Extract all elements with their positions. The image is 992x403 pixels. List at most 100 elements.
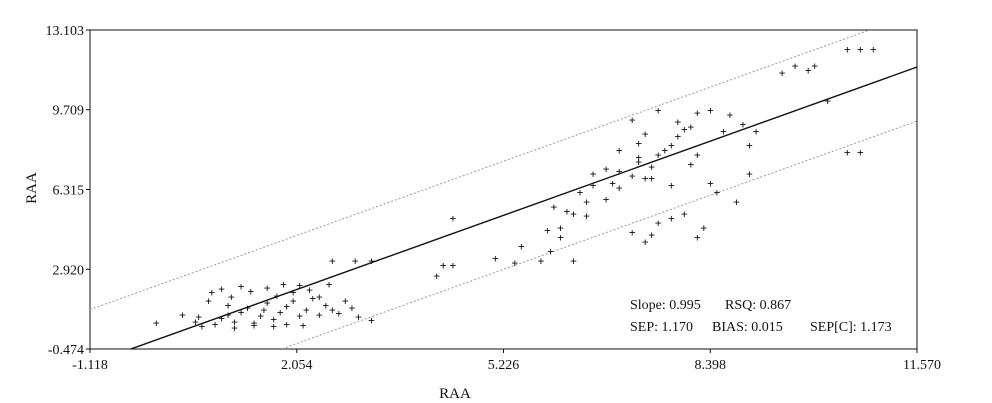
data-point: + xyxy=(824,95,831,108)
data-point: + xyxy=(648,160,655,173)
y-tick-label: 13.103 xyxy=(46,24,85,39)
data-point: + xyxy=(225,299,232,312)
data-point: + xyxy=(707,177,714,190)
data-point: + xyxy=(355,311,362,324)
data-point: + xyxy=(179,308,186,321)
data-point: + xyxy=(349,301,356,314)
data-point: + xyxy=(218,312,225,325)
data-point: + xyxy=(450,212,457,225)
data-point: + xyxy=(635,156,642,169)
data-point: + xyxy=(746,139,753,152)
data-point: + xyxy=(544,224,551,237)
data-point: + xyxy=(368,254,375,267)
data-point: + xyxy=(323,299,330,312)
data-point: + xyxy=(547,245,554,258)
data-point: + xyxy=(792,59,799,72)
data-point: + xyxy=(811,59,818,72)
data-point: + xyxy=(642,127,649,140)
data-point: + xyxy=(674,116,681,129)
data-point: + xyxy=(688,120,695,133)
data-point: + xyxy=(648,228,655,241)
data-points: +++++ + +++ +++++++ + ++ ++++ + ++++ +++ +++ + +++++… xyxy=(153,43,877,334)
data-point: + xyxy=(570,207,577,220)
data-point: + xyxy=(629,170,636,183)
data-point: + xyxy=(844,146,851,159)
data-point: + xyxy=(746,167,753,180)
data-point: + xyxy=(694,106,701,119)
y-axis-label: RAA xyxy=(24,172,40,204)
data-point: + xyxy=(720,125,727,138)
regression-lines xyxy=(90,30,917,349)
data-point: + xyxy=(270,320,277,333)
data-point: + xyxy=(590,179,597,192)
data-point: + xyxy=(583,196,590,209)
data-point: + xyxy=(733,196,740,209)
data-point: + xyxy=(870,43,877,56)
data-point: + xyxy=(590,167,597,180)
data-point: + xyxy=(326,278,333,291)
data-point: + xyxy=(251,319,258,332)
data-point: + xyxy=(300,319,307,332)
data-point: + xyxy=(251,317,258,330)
data-point: + xyxy=(629,226,636,239)
data-point: + xyxy=(225,308,232,321)
data-point: + xyxy=(296,310,303,323)
data-point: + xyxy=(277,306,284,319)
data-point: + xyxy=(492,252,499,265)
data-point: + xyxy=(368,314,375,327)
data-point: + xyxy=(264,281,271,294)
data-point: + xyxy=(212,318,219,331)
data-point: + xyxy=(844,43,851,56)
data-point: + xyxy=(450,259,457,272)
x-axis-label: RAA xyxy=(439,386,471,402)
data-point: + xyxy=(244,301,251,314)
data-point: + xyxy=(635,137,642,150)
data-point: + xyxy=(231,315,238,328)
data-point: + xyxy=(857,146,864,159)
data-point: + xyxy=(231,321,238,334)
data-point: + xyxy=(661,144,668,157)
data-point: + xyxy=(228,291,235,304)
x-tick-label: 8.398 xyxy=(695,358,727,373)
data-point: + xyxy=(283,318,290,331)
data-point: + xyxy=(433,270,440,283)
data-point: + xyxy=(577,186,584,199)
data-point: + xyxy=(238,306,245,319)
data-point: + xyxy=(557,221,564,234)
y-tick-label: 6.315 xyxy=(53,183,85,198)
data-point: + xyxy=(336,307,343,320)
data-point: + xyxy=(616,165,623,178)
upper-confidence-line xyxy=(90,30,872,311)
data-point: + xyxy=(857,43,864,56)
data-point: + xyxy=(583,210,590,223)
slope-stat: Slope: 0.995 xyxy=(630,298,701,313)
data-point: + xyxy=(681,123,688,136)
data-point: + xyxy=(616,144,623,157)
data-point: + xyxy=(648,172,655,185)
rsq-stat: RSQ: 0.867 xyxy=(725,298,791,313)
data-point: + xyxy=(329,304,336,317)
data-point: + xyxy=(538,254,545,267)
data-point: + xyxy=(205,294,212,307)
data-point: + xyxy=(257,310,264,323)
data-point: + xyxy=(316,291,323,304)
data-point: + xyxy=(199,320,206,333)
data-point: + xyxy=(642,236,649,249)
data-point: + xyxy=(668,139,675,152)
data-point: + xyxy=(740,118,747,131)
data-point: + xyxy=(688,158,695,171)
data-point: + xyxy=(290,294,297,307)
data-point: + xyxy=(309,292,316,305)
data-point: + xyxy=(290,286,297,299)
data-point: + xyxy=(805,64,812,77)
data-point: + xyxy=(518,240,525,253)
data-point: + xyxy=(635,151,642,164)
data-point: + xyxy=(655,149,662,162)
data-point: + xyxy=(714,186,721,199)
x-tick-label: 2.054 xyxy=(281,358,313,373)
data-point: + xyxy=(261,304,268,317)
data-point: + xyxy=(280,278,287,291)
data-point: + xyxy=(655,104,662,117)
data-point: + xyxy=(655,217,662,230)
